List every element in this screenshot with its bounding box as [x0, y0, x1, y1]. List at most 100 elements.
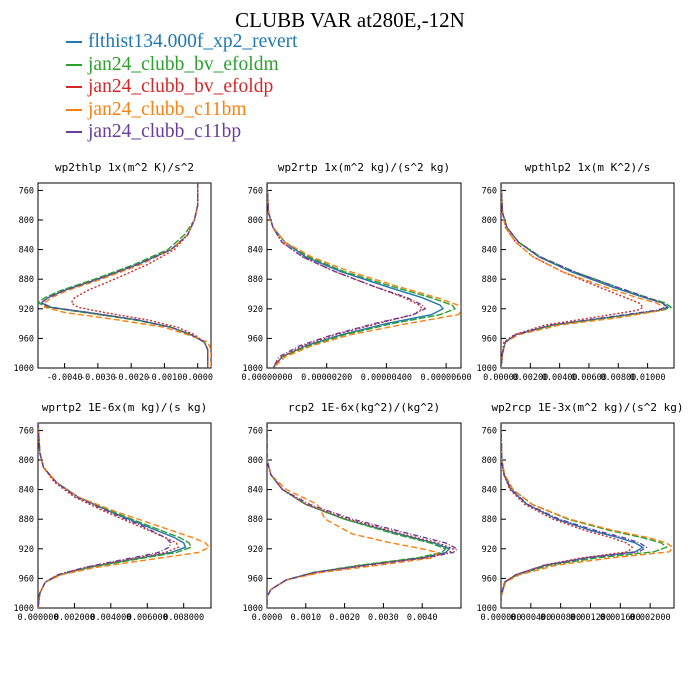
- x-tick-label: 0.0040: [407, 613, 438, 623]
- y-tick-label: 800: [19, 456, 34, 466]
- x-tick-label: -0.0010: [147, 373, 183, 383]
- x-tick-label: -0.0030: [80, 373, 116, 383]
- x-tick-label: 0.002000: [630, 613, 671, 623]
- x-tick-label: 0.0010: [290, 613, 321, 623]
- y-tick-label: 760: [482, 186, 497, 196]
- legend-item: jan24_clubb_bv_efoldm: [66, 54, 298, 77]
- series-line: [501, 423, 674, 608]
- y-tick-label: 800: [482, 216, 497, 226]
- y-tick-label: 880: [248, 515, 263, 525]
- figure-title: CLUBB VAR at280E,-12N: [235, 8, 465, 32]
- x-tick-label: 0.00000000: [241, 373, 292, 383]
- x-tick-label: -0.0020: [113, 373, 149, 383]
- series-line: [267, 423, 451, 608]
- chart-panel: wprtp2 1E-6x(m kg)/(s kg) 760 800 840 880 920…: [14, 401, 212, 623]
- legend-item: jan24_clubb_bv_efoldp: [66, 76, 298, 99]
- y-tick-label: 880: [19, 275, 34, 285]
- x-tick-label: 0.00600: [571, 373, 607, 383]
- panel-title: wp2rcp 1E-3x(m^2 kg)/(s^2 kg): [491, 401, 683, 414]
- x-tick-label: 0.00200: [512, 373, 548, 383]
- y-tick-label: 920: [19, 305, 34, 315]
- y-tick-label: 960: [19, 334, 34, 344]
- plot-frame: [500, 182, 675, 369]
- chart-panel: rcp2 1E-6x(kg^2)/(kg^2) 760 800 840 880 920 96…: [243, 401, 462, 623]
- y-tick-label: 760: [248, 426, 263, 436]
- legend-swatch: [66, 41, 82, 44]
- legend-item: jan24_clubb_c11bm: [66, 99, 298, 122]
- x-tick-label: -0.0040: [47, 373, 83, 383]
- series-line: [267, 423, 459, 608]
- x-tick-label: 0.0000: [252, 613, 283, 623]
- series-line: [39, 183, 209, 368]
- y-tick-label: 1000: [14, 364, 34, 374]
- series-line: [267, 183, 427, 368]
- plot-frame: [37, 422, 212, 609]
- y-tick-label: 840: [19, 246, 34, 256]
- legend-item: jan24_clubb_c11bp: [66, 121, 298, 144]
- x-tick-label: 0.00400: [542, 373, 578, 383]
- x-tick-label: 0.000800: [540, 613, 581, 623]
- y-tick-label: 840: [482, 246, 497, 256]
- y-tick-label: 1000: [477, 604, 497, 614]
- y-tick-label: 1000: [14, 604, 34, 614]
- x-tick-label: 0.01000: [630, 373, 666, 383]
- panel-title: wpthlp2 1x(m K^2)/s: [525, 161, 651, 174]
- y-tick-label: 800: [482, 456, 497, 466]
- x-tick-label: 0.0030: [368, 613, 399, 623]
- y-tick-label: 960: [19, 574, 34, 584]
- series-line: [501, 183, 669, 368]
- plot-frame: [500, 422, 675, 609]
- series-line: [501, 183, 673, 368]
- y-tick-label: 880: [248, 275, 263, 285]
- series-line: [501, 423, 668, 608]
- x-tick-label: 0.000000: [481, 613, 522, 623]
- panel-title: wprtp2 1E-6x(m kg)/(s kg): [42, 401, 208, 414]
- legend-swatch: [66, 108, 82, 111]
- x-tick-label: 0.004000: [90, 613, 131, 623]
- series-line: [501, 183, 665, 368]
- plot-frame: [37, 182, 212, 369]
- x-tick-label: 0.0020: [329, 613, 360, 623]
- legend-swatch: [66, 131, 82, 134]
- y-tick-label: 1000: [243, 364, 263, 374]
- y-tick-label: 880: [19, 515, 34, 525]
- legend-label: flthist134.000f_xp2_revert: [88, 31, 298, 53]
- series-line: [38, 423, 187, 608]
- y-tick-label: 880: [482, 275, 497, 285]
- x-tick-label: 0.006000: [127, 613, 168, 623]
- y-tick-label: 960: [248, 574, 263, 584]
- x-tick-label: 0.001200: [570, 613, 611, 623]
- series-line: [267, 423, 439, 608]
- x-tick-label: 0.00000: [483, 373, 519, 383]
- y-tick-label: 760: [19, 186, 34, 196]
- x-tick-label: 0.00000200: [301, 373, 352, 383]
- chart-panel: wp2rtp 1x(m^2 kg)/(s^2 kg) 760 800 840 880 92…: [241, 161, 471, 383]
- y-tick-label: 960: [482, 334, 497, 344]
- y-tick-label: 840: [248, 246, 263, 256]
- series-line: [501, 423, 648, 608]
- y-tick-label: 880: [482, 515, 497, 525]
- y-tick-label: 800: [248, 456, 263, 466]
- x-tick-label: 0.00000400: [361, 373, 412, 383]
- legend-item: flthist134.000f_xp2_revert: [66, 31, 298, 54]
- y-tick-label: 1000: [477, 364, 497, 374]
- series-line: [267, 423, 455, 608]
- series-line: [44, 183, 211, 368]
- legend-label: jan24_clubb_c11bp: [88, 121, 242, 143]
- legend-swatch: [66, 63, 82, 66]
- y-tick-label: 960: [248, 334, 263, 344]
- series-line: [70, 183, 209, 368]
- x-tick-label: 0.00800: [600, 373, 636, 383]
- legend-label: jan24_clubb_c11bm: [88, 98, 247, 120]
- plot-frame: [266, 422, 462, 609]
- series-line: [267, 183, 445, 368]
- x-tick-label: 0.008000: [163, 613, 204, 623]
- panel-title: wp2rtp 1x(m^2 kg)/(s^2 kg): [278, 161, 450, 174]
- legend-swatch: [66, 86, 82, 89]
- y-tick-label: 760: [248, 186, 263, 196]
- panel-title: rcp2 1E-6x(kg^2)/(kg^2): [288, 401, 440, 414]
- series-line: [38, 423, 180, 608]
- chart-panel: wp2thlp 1x(m^2 K)/s^2 760 800 840 880 920 960 1…: [14, 161, 214, 383]
- y-tick-label: 760: [482, 426, 497, 436]
- series-line: [501, 423, 645, 608]
